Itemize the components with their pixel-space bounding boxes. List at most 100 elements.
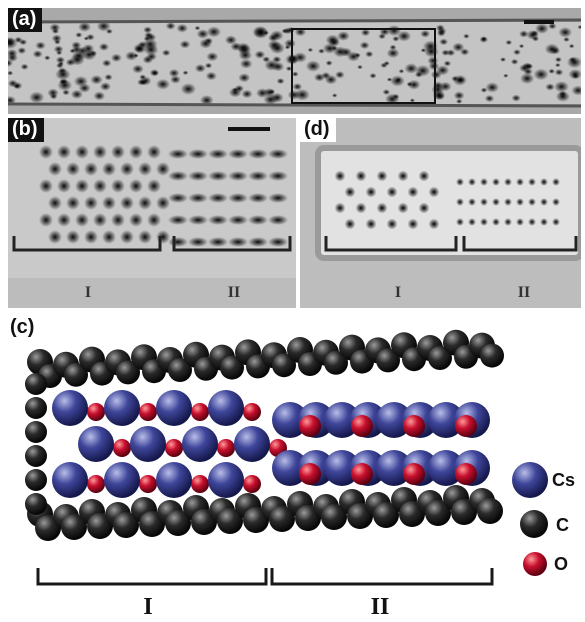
panel-b-atom-contrast xyxy=(188,171,208,181)
carbon-atom xyxy=(324,350,348,375)
panel-b-atom-contrast xyxy=(129,213,143,227)
panel-a-atom-contrast xyxy=(577,24,581,30)
panel-a-atom-contrast xyxy=(548,68,556,74)
panel-a-atom-contrast xyxy=(78,21,92,32)
panel-b-atom-contrast xyxy=(268,237,288,247)
panel-b-atom-contrast xyxy=(168,149,188,159)
panel-a-atom-contrast xyxy=(357,64,363,70)
panel-b-atom-contrast xyxy=(66,162,80,176)
panel-d-atom-contrast xyxy=(334,202,346,214)
oxygen-atom xyxy=(139,475,157,493)
cesium-atom xyxy=(376,450,412,486)
panel-b-atom-contrast xyxy=(208,215,228,225)
panel-c-label: (c) xyxy=(6,316,41,340)
panel-a-atom-contrast xyxy=(452,42,465,52)
cesium-atom xyxy=(78,426,114,462)
carbon-atom xyxy=(477,498,503,524)
panel-d-atom-contrast xyxy=(516,178,524,186)
panel-a-atom-contrast xyxy=(65,58,76,66)
panel-a-atom-contrast xyxy=(324,74,338,85)
panel-a-atom-contrast xyxy=(463,33,470,39)
panel-a-atom-contrast xyxy=(386,48,400,59)
panel-d-atom-contrast xyxy=(528,218,536,226)
panel-a-atom-contrast xyxy=(96,20,111,32)
cesium-atom xyxy=(104,462,140,498)
panel-a-atom-contrast xyxy=(182,70,189,76)
cesium-atom xyxy=(156,390,192,426)
panel-a-atom-contrast xyxy=(256,88,269,98)
carbon-atom xyxy=(217,508,243,534)
carbon-atom xyxy=(269,506,295,532)
panel-a-atom-contrast xyxy=(435,24,445,32)
panel-a-atom-contrast xyxy=(32,50,43,58)
panel-d-atom-contrast xyxy=(492,178,500,186)
panel-a-atom-contrast xyxy=(20,63,29,70)
panel-a-atom-contrast xyxy=(86,33,95,41)
panel-a-scale-bar xyxy=(524,20,554,24)
panel-a-atom-contrast xyxy=(125,51,138,61)
panel-a-atom-contrast xyxy=(554,68,564,76)
panel-a-atom-contrast xyxy=(409,98,415,103)
panel-a-atom-contrast xyxy=(194,64,206,73)
panel-a-atom-contrast xyxy=(44,55,51,61)
oxygen-atom xyxy=(455,415,477,437)
panel-a-atom-contrast xyxy=(325,34,340,46)
panel-a-atom-contrast xyxy=(420,30,431,38)
cesium-atom xyxy=(52,390,88,426)
panel-a-atom-contrast xyxy=(519,64,530,73)
panel-b-atom-contrast xyxy=(268,171,288,181)
panel-d-atom-contrast xyxy=(492,218,500,226)
panel-d-region-1: I xyxy=(394,284,402,301)
carbon-atom xyxy=(168,358,192,382)
panel-d-atom-contrast xyxy=(552,218,560,226)
panel-a-atom-contrast xyxy=(143,43,159,56)
oxygen-atom xyxy=(403,415,425,437)
panel-a-atom-contrast xyxy=(360,28,371,37)
panel-b-atom-contrast xyxy=(57,213,71,227)
carbon-atom xyxy=(61,514,87,540)
panel-b-atom-contrast xyxy=(102,162,116,176)
cesium-atom xyxy=(52,462,88,498)
panel-b-atom-contrast xyxy=(156,196,170,210)
panel-a-atom-contrast xyxy=(484,94,495,103)
panel-a: (a) xyxy=(8,8,581,114)
panel-b-atom-contrast xyxy=(248,237,268,247)
panel-a-atom-contrast xyxy=(252,25,268,38)
panel-a-atom-contrast xyxy=(566,56,581,69)
carbon-atom xyxy=(113,512,139,538)
panel-a-atom-contrast xyxy=(505,39,513,46)
panel-d-atom-contrast xyxy=(504,178,512,186)
panel-b-atom-contrast xyxy=(138,230,152,244)
panel-a-atom-contrast xyxy=(56,50,63,56)
panel-b-atom-contrast xyxy=(48,230,62,244)
oxygen-atom xyxy=(113,439,131,457)
panel-d-atom-contrast xyxy=(540,218,548,226)
panel-b-atom-contrast xyxy=(75,213,89,227)
panel-b-atom-contrast xyxy=(268,193,288,203)
panel-d-atom-contrast xyxy=(397,170,409,182)
panel-a-atom-contrast xyxy=(335,71,345,79)
panel-a-atom-contrast xyxy=(62,89,70,96)
panel-b-atom-contrast xyxy=(93,179,107,193)
panel-d: (d) I II xyxy=(300,118,581,308)
panel-a-atom-contrast xyxy=(292,83,303,91)
panel-a-atom-contrast xyxy=(293,52,307,63)
panel-a-atom-contrast xyxy=(70,89,83,99)
panel-a-atom-contrast xyxy=(386,25,402,37)
panel-a-atom-contrast xyxy=(423,45,439,58)
cesium-atom xyxy=(272,450,308,486)
panel-d-atom-contrast xyxy=(456,218,464,226)
carbon-atom xyxy=(373,502,399,528)
panel-a-atom-contrast xyxy=(545,83,555,91)
panel-b-atom-contrast xyxy=(168,215,188,225)
panel-a-atom-contrast xyxy=(443,60,452,67)
carbon-atom xyxy=(428,346,452,370)
panel-c: (c) I II Cs C O xyxy=(0,314,585,622)
panel-a-atom-contrast xyxy=(520,73,535,84)
carbon-atom xyxy=(321,504,347,530)
panel-b-atom-contrast xyxy=(208,193,228,203)
panel-a-atom-contrast xyxy=(276,78,285,85)
panel-d-label: (d) xyxy=(300,118,336,142)
panel-a-atom-contrast xyxy=(238,73,251,83)
panel-d-atom-contrast xyxy=(528,198,536,206)
